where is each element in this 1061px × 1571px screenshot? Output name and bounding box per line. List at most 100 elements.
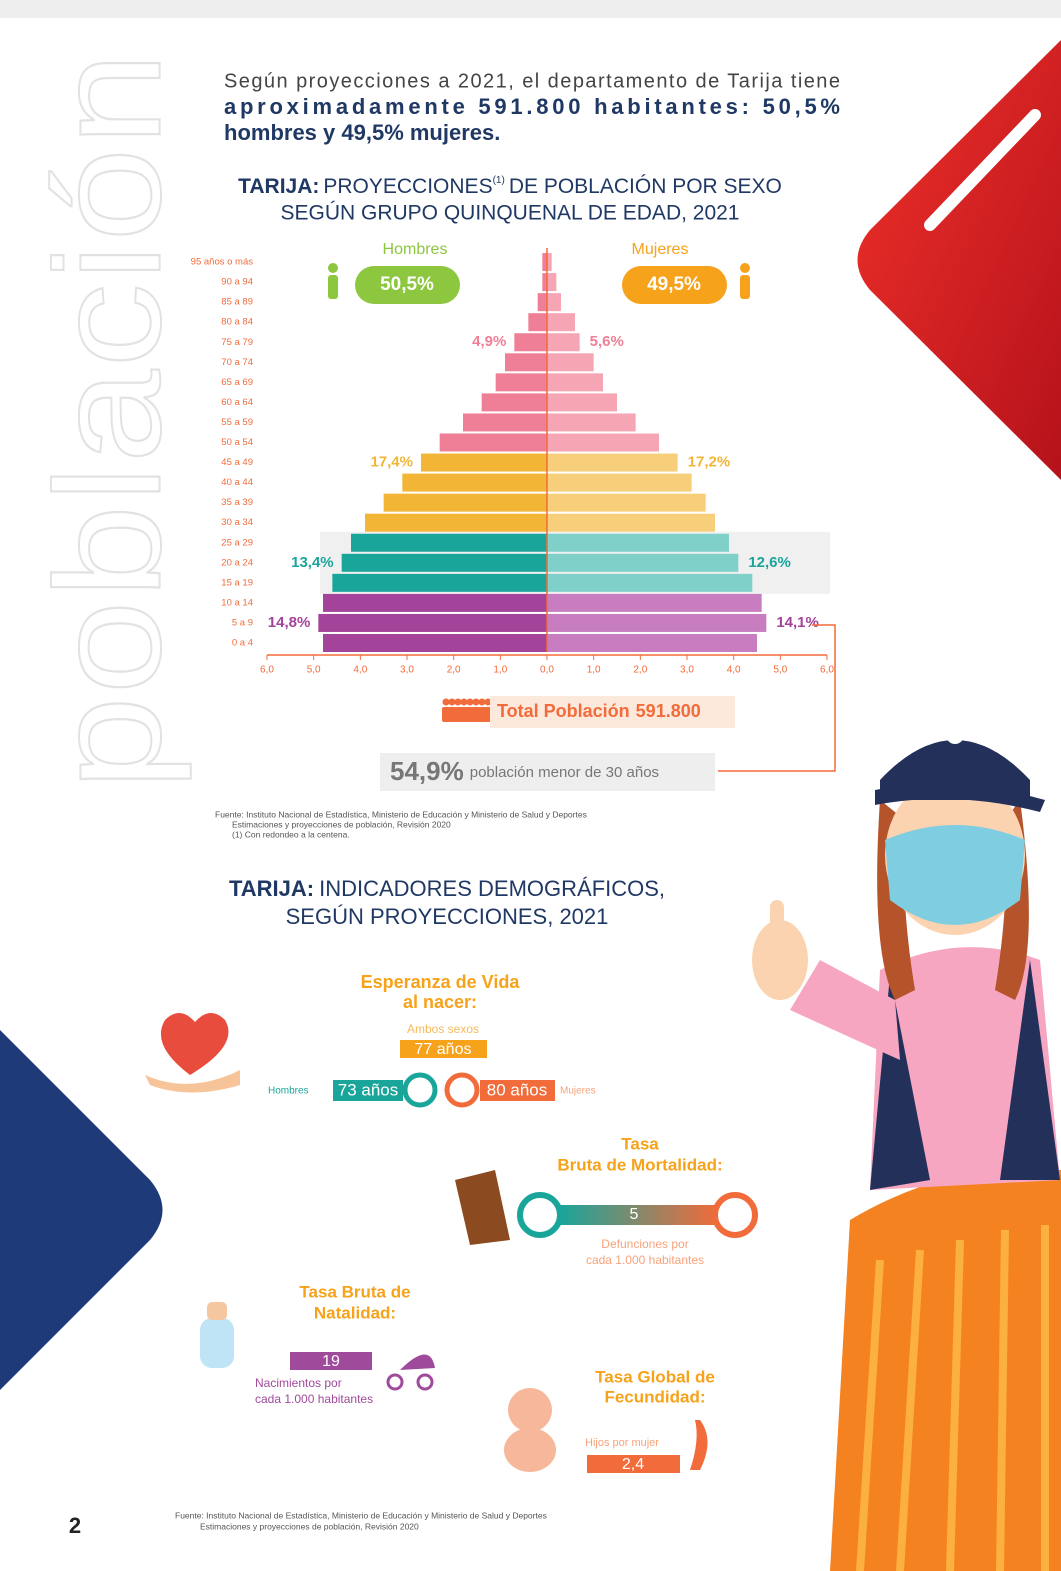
page: poblaciónSegún proyecciones a 2021, el d… xyxy=(0,0,1061,1571)
category-label: 75 a 79 xyxy=(221,337,253,348)
legend-name: Hombres xyxy=(383,241,448,258)
x-tick-label: 6,0 xyxy=(820,665,834,676)
life-title: Esperanza de Vida xyxy=(361,972,521,992)
legend-name: Mujeres xyxy=(632,241,689,258)
intro: hombres y 49,5% mujeres. xyxy=(224,120,500,145)
bar xyxy=(402,474,547,492)
intro: Según proyecciones a 2021, el departamen… xyxy=(224,70,840,92)
natality-title: Natalidad: xyxy=(314,1303,396,1322)
bar xyxy=(547,634,757,652)
legend-share: 50,5% xyxy=(380,274,434,295)
chart-title-bold: TARIJA: xyxy=(238,175,319,198)
bar xyxy=(538,293,547,311)
category-label: 0 a 4 xyxy=(232,638,253,649)
group-label: 17,4% xyxy=(370,454,413,471)
category-label: 65 a 69 xyxy=(221,377,253,388)
total-value: 591.800 xyxy=(636,701,701,721)
category-label: 10 a 14 xyxy=(221,597,253,608)
bar xyxy=(384,494,547,512)
bar xyxy=(514,333,547,351)
bar xyxy=(547,494,706,512)
mortality-bar xyxy=(560,1205,718,1225)
category-label: 85 a 89 xyxy=(221,297,253,308)
bar xyxy=(323,634,547,652)
x-tick-label: 2,0 xyxy=(447,665,461,676)
fertility-title: Fecundidad: xyxy=(604,1387,705,1406)
group-label: 17,2% xyxy=(688,454,731,471)
source: Fuente: Instituto Nacional de Estadístic… xyxy=(215,809,587,819)
bar xyxy=(547,534,729,552)
category-label: 95 años o más xyxy=(191,257,254,268)
mortality-title: Bruta de Mortalidad: xyxy=(557,1155,722,1174)
bar xyxy=(547,313,575,331)
life-title: al nacer: xyxy=(403,992,477,1012)
under30-value: 54,9% xyxy=(390,756,464,786)
bar xyxy=(463,413,547,431)
legend-share: 49,5% xyxy=(647,274,701,295)
category-label: 70 a 74 xyxy=(221,357,253,368)
bar xyxy=(547,614,766,632)
chart-title: SEGÚN GRUPO QUINQUENAL DE EDAD, 2021 xyxy=(280,202,739,225)
page-number: 2 xyxy=(69,1513,81,1538)
bar xyxy=(547,474,692,492)
bar xyxy=(482,393,547,411)
natality-title: Tasa Bruta de xyxy=(299,1282,410,1301)
category-label: 20 a 24 xyxy=(221,557,253,568)
x-tick-label: 0,0 xyxy=(540,665,554,676)
group-label: 14,8% xyxy=(268,614,311,631)
x-tick-label: 1,0 xyxy=(493,665,507,676)
legend-icon xyxy=(328,275,338,299)
x-tick-label: 2,0 xyxy=(633,665,647,676)
chart-title-rest: DE POBLACIÓN POR SEXO xyxy=(509,175,782,198)
x-tick-label: 4,0 xyxy=(727,665,741,676)
total-label: Total Población xyxy=(497,701,630,721)
legend-icon xyxy=(740,275,750,299)
people-icon xyxy=(449,699,456,706)
top-strip xyxy=(0,0,1061,18)
category-label: 5 a 9 xyxy=(232,617,253,628)
category-label: 60 a 64 xyxy=(221,397,253,408)
fertility-title: Tasa Global de xyxy=(595,1367,715,1386)
natality-note: cada 1.000 habitantes xyxy=(255,1392,373,1406)
bar xyxy=(505,353,547,371)
legend-icon xyxy=(740,263,750,273)
x-tick-label: 3,0 xyxy=(680,665,694,676)
bar xyxy=(547,454,678,472)
people-icon xyxy=(479,699,486,706)
bar xyxy=(440,434,547,452)
fertility-note: Hijos por mujer xyxy=(585,1437,659,1449)
mortality-note: cada 1.000 habitantes xyxy=(586,1253,704,1267)
natality-value: 19 xyxy=(322,1353,340,1370)
bar xyxy=(547,413,636,431)
category-label: 45 a 49 xyxy=(221,457,253,468)
bar xyxy=(547,293,561,311)
category-label: 55 a 59 xyxy=(221,417,253,428)
bar xyxy=(332,574,547,592)
bar xyxy=(351,534,547,552)
bar xyxy=(342,554,547,572)
fertility-value: 2,4 xyxy=(622,1456,644,1473)
indicators-title-bold: TARIJA: xyxy=(229,876,314,901)
category-label: 50 a 54 xyxy=(221,437,253,448)
source: (1) Con redondeo a la centena. xyxy=(232,829,350,839)
natality-note: Nacimientos por xyxy=(255,1376,342,1390)
indicators-title: TARIJA:INDICADORES DEMOGRÁFICOS, xyxy=(229,876,665,901)
legend-icon xyxy=(328,263,338,273)
indicators-title: SEGÚN PROYECCIONES, 2021 xyxy=(286,904,609,929)
category-label: 25 a 29 xyxy=(221,537,253,548)
mortality-value: 5 xyxy=(630,1206,639,1223)
group-label: 5,6% xyxy=(590,333,624,350)
x-tick-label: 5,0 xyxy=(307,665,321,676)
bar xyxy=(547,393,617,411)
bar xyxy=(365,514,547,532)
bar xyxy=(318,614,547,632)
people-icon xyxy=(443,699,450,706)
category-label: 35 a 39 xyxy=(221,497,253,508)
indicators-title-main: INDICADORES DEMOGRÁFICOS, xyxy=(319,876,665,901)
bar xyxy=(547,273,556,291)
category-label: 90 a 94 xyxy=(221,277,253,288)
people-icon xyxy=(473,699,480,706)
x-tick-label: 6,0 xyxy=(260,665,274,676)
category-label: 15 a 19 xyxy=(221,577,253,588)
bar xyxy=(421,454,547,472)
